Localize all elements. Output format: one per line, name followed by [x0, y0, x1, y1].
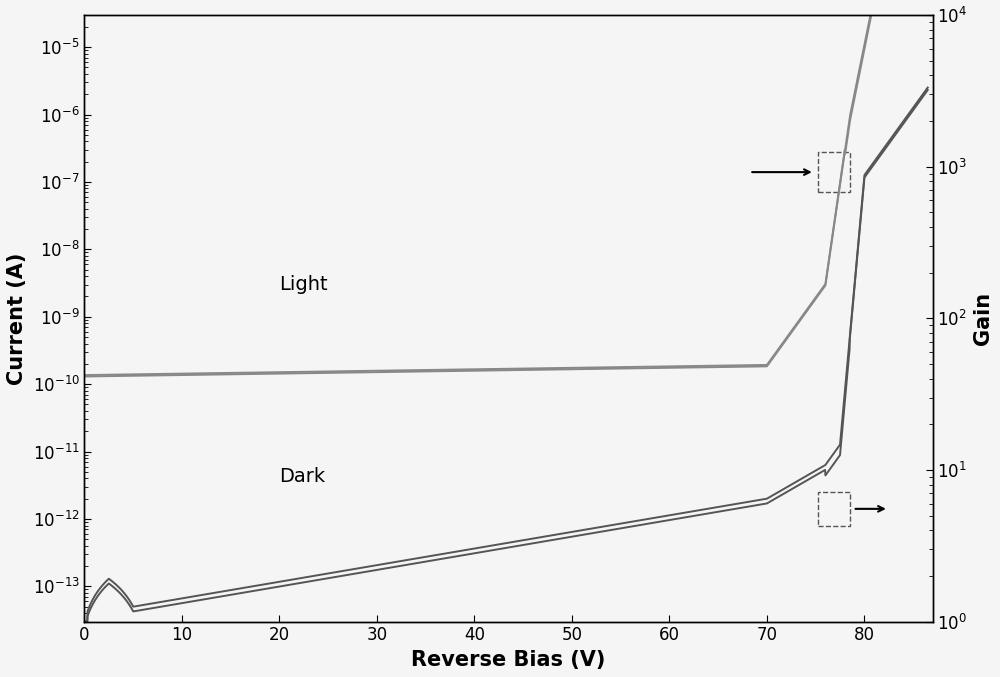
Y-axis label: Gain: Gain [973, 292, 993, 345]
Text: Dark: Dark [279, 467, 326, 486]
X-axis label: Reverse Bias (V): Reverse Bias (V) [411, 650, 606, 670]
Bar [818, 152, 850, 192]
Bar [818, 492, 850, 525]
Y-axis label: Current (A): Current (A) [7, 252, 27, 385]
Text: Light: Light [279, 275, 328, 294]
